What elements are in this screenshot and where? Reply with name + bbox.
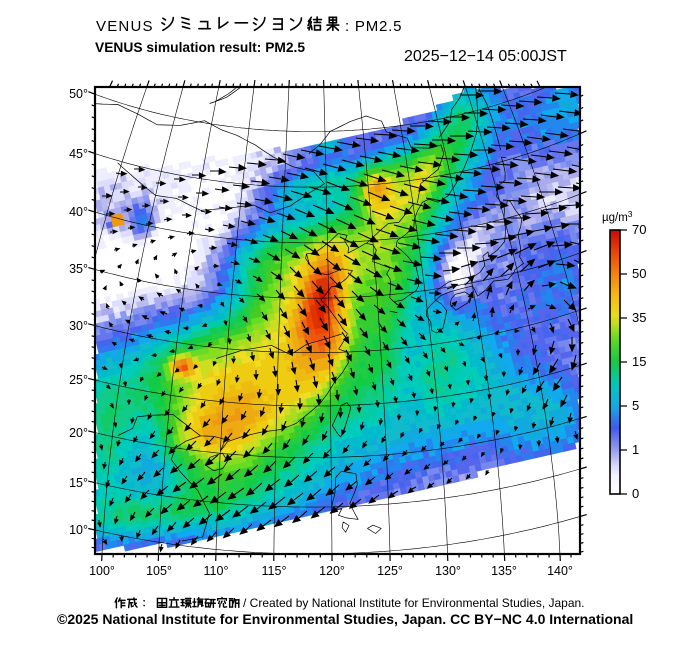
svg-text:35: 35 <box>632 310 646 325</box>
svg-text:1: 1 <box>632 442 639 457</box>
svg-text:140°: 140° <box>547 564 573 578</box>
svg-text:125°: 125° <box>377 564 403 578</box>
svg-text:50: 50 <box>632 266 646 281</box>
svg-text:45°: 45° <box>69 147 88 161</box>
svg-text:: PM2.5: : PM2.5 <box>345 18 402 35</box>
svg-text:25°: 25° <box>69 373 88 387</box>
svg-text:15°: 15° <box>69 476 88 490</box>
svg-text:120°: 120° <box>319 564 345 578</box>
svg-text:5: 5 <box>632 398 639 413</box>
svg-text:35°: 35° <box>69 262 88 276</box>
svg-text:115°: 115° <box>262 564 287 578</box>
svg-text:130°: 130° <box>435 564 461 578</box>
svg-text:VENUS: VENUS <box>96 18 154 35</box>
svg-text:10°: 10° <box>69 523 88 537</box>
svg-text:/ Created by National Institut: / Created by National Institute for Envi… <box>243 596 585 610</box>
svg-text:2025−12−14 05:00JST: 2025−12−14 05:00JST <box>404 48 567 65</box>
svg-text:50°: 50° <box>69 87 88 101</box>
svg-text:135°: 135° <box>491 564 517 578</box>
svg-text:105°: 105° <box>146 564 172 578</box>
svg-text:15: 15 <box>632 354 646 369</box>
svg-text:VENUS simulation result: PM2.5: VENUS simulation result: PM2.5 <box>95 40 305 55</box>
svg-text:70: 70 <box>632 222 646 237</box>
svg-text:20°: 20° <box>69 426 88 440</box>
svg-text:100°: 100° <box>89 564 115 578</box>
svg-text:40°: 40° <box>69 205 88 219</box>
svg-text:110°: 110° <box>204 564 229 578</box>
svg-text:0: 0 <box>632 486 639 501</box>
svg-text:©2025 National Institute for E: ©2025 National Institute for Environment… <box>57 611 633 627</box>
svg-text:30°: 30° <box>69 319 88 333</box>
